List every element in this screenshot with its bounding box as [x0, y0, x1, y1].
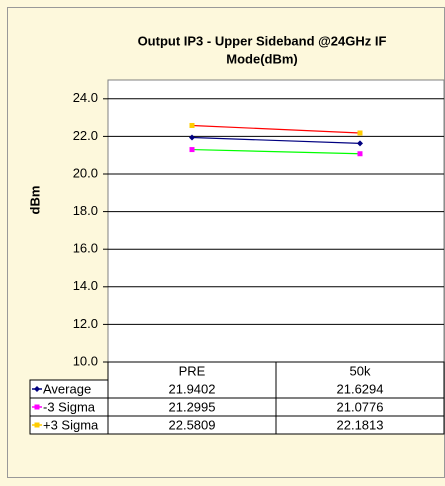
y-tick-label: 18.0	[73, 203, 98, 218]
table-value: 22.1813	[337, 417, 384, 432]
chart-title: Output IP3 - Upper Sideband @24GHz IF	[138, 33, 387, 48]
plot-area	[107, 79, 445, 363]
series-line	[191, 136, 361, 144]
data-point	[357, 140, 363, 147]
y-tick-label: 16.0	[73, 241, 98, 256]
x-tick-label: 50k	[350, 363, 371, 378]
y-tick-label: 22.0	[73, 128, 98, 143]
y-tick-label: 20.0	[73, 165, 98, 180]
legend-marker	[34, 422, 40, 428]
y-tick-label: 24.0	[73, 90, 98, 105]
legend-marker	[34, 386, 40, 392]
data-table-legend	[29, 379, 109, 435]
legend-label: -3 Sigma	[43, 399, 96, 414]
series-line	[191, 148, 361, 155]
chart-title: Mode(dBm)	[226, 51, 298, 66]
legend-marker	[34, 404, 40, 410]
data-point	[189, 134, 195, 141]
data-point	[357, 130, 363, 136]
table-value: 21.2995	[169, 399, 216, 414]
legend-label: +3 Sigma	[43, 417, 99, 432]
table-value: 22.5809	[169, 417, 216, 432]
y-tick-label: 14.0	[73, 278, 98, 293]
data-point	[357, 151, 363, 157]
legend-label: Average	[43, 381, 91, 396]
table-value: 21.9402	[169, 381, 216, 396]
data-point	[189, 147, 195, 153]
data-point	[189, 122, 195, 128]
series-line	[191, 124, 361, 134]
y-tick-label: 12.0	[73, 316, 98, 331]
table-value: 21.6294	[337, 381, 384, 396]
y-tick-label: 10.0	[73, 353, 98, 368]
table-value: 21.0776	[337, 399, 384, 414]
x-tick-label: PRE	[179, 363, 206, 378]
y-axis-label: dBm	[27, 186, 42, 215]
